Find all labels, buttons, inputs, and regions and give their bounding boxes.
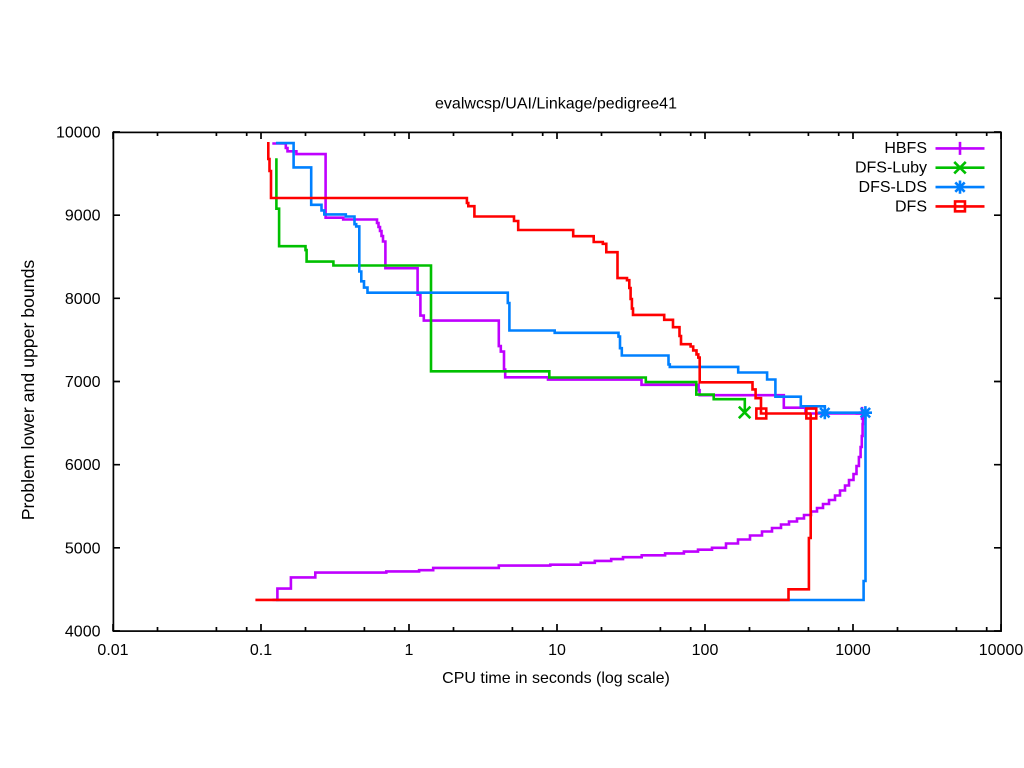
- svg-text:5000: 5000: [65, 540, 101, 557]
- svg-text:10: 10: [548, 642, 566, 659]
- svg-text:4000: 4000: [65, 624, 101, 641]
- svg-text:9000: 9000: [65, 208, 101, 225]
- svg-text:1000: 1000: [835, 642, 871, 659]
- svg-text:8000: 8000: [65, 291, 101, 308]
- svg-text:10000: 10000: [979, 642, 1024, 659]
- svg-text:7000: 7000: [65, 374, 101, 391]
- svg-text:0.1: 0.1: [250, 642, 272, 659]
- svg-text:Problem lower and upper bounds: Problem lower and upper bounds: [18, 260, 38, 521]
- svg-text:100: 100: [692, 642, 719, 659]
- svg-text:HBFS: HBFS: [884, 140, 927, 157]
- svg-text:0.01: 0.01: [97, 642, 128, 659]
- svg-text:evalwcsp/UAI/Linkage/pedigree4: evalwcsp/UAI/Linkage/pedigree41: [435, 95, 677, 112]
- svg-text:6000: 6000: [65, 457, 101, 474]
- svg-text:CPU time in seconds (log scale: CPU time in seconds (log scale): [442, 670, 670, 687]
- svg-text:DFS-LDS: DFS-LDS: [859, 179, 927, 196]
- svg-text:DFS-Luby: DFS-Luby: [855, 160, 927, 177]
- svg-text:DFS: DFS: [895, 198, 927, 215]
- svg-text:10000: 10000: [56, 125, 101, 142]
- svg-text:1: 1: [405, 642, 414, 659]
